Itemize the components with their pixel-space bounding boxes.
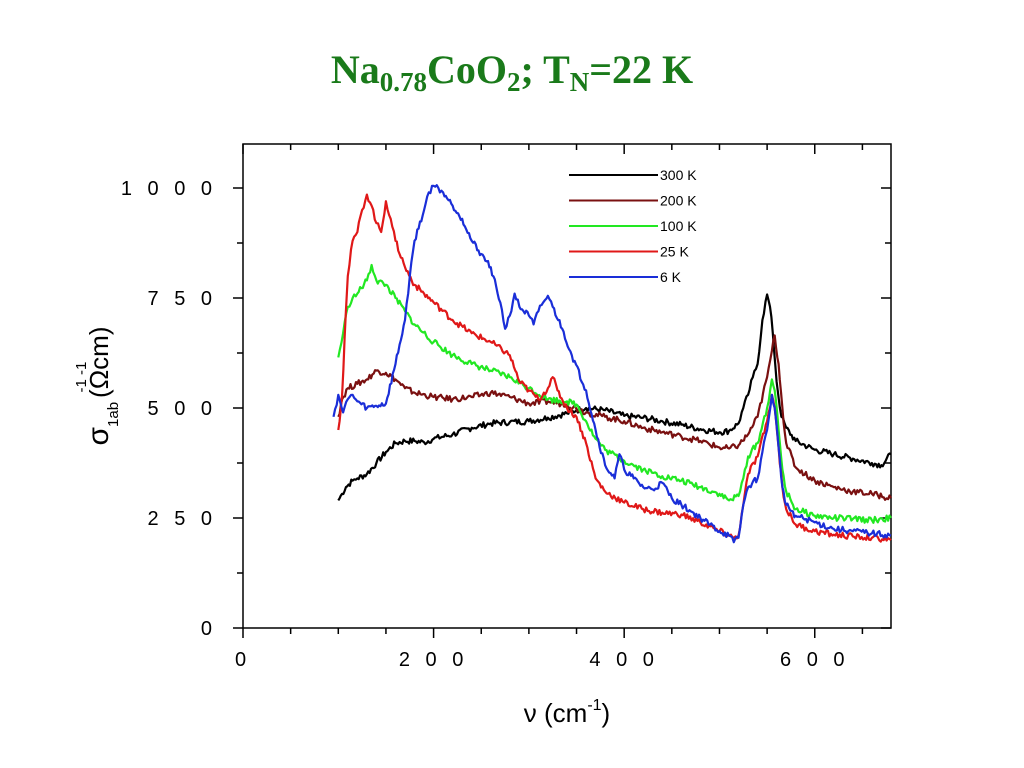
svg-text:σ1ab(Ωcm)-1 -1: σ1ab(Ωcm)-1 -1 xyxy=(73,327,122,446)
legend-label: 25 K xyxy=(660,244,689,260)
y-tick-label: 2 5 0 xyxy=(148,508,217,530)
y-tick-label: 1 0 0 0 xyxy=(121,178,217,200)
series-line-300-k xyxy=(337,293,892,501)
legend-label: 300 K xyxy=(660,167,697,183)
x-tick-label: 2 0 0 xyxy=(399,649,468,671)
y-tick-label: 7 5 0 xyxy=(148,288,217,310)
y-tick-label: 5 0 0 xyxy=(148,398,217,420)
y-axis-ticks: 0 2 5 0 5 0 0 7 5 0 1 0 0 0 xyxy=(121,178,891,640)
x-tick-label: 4 0 0 xyxy=(589,649,658,671)
legend-label: 200 K xyxy=(660,193,697,209)
series-line-25-k xyxy=(337,193,892,543)
series-line-200-k xyxy=(337,334,892,501)
y-tick-label: 0 xyxy=(201,618,217,640)
x-tick-label: 6 0 0 xyxy=(780,649,849,671)
series-line-6-k xyxy=(332,184,892,544)
x-axis-label: ν (cm-1) xyxy=(524,697,610,728)
legend-label: 6 K xyxy=(660,269,682,285)
y-axis-label: σ1ab(Ωcm)-1 -1 xyxy=(73,327,122,446)
legend-label: 100 K xyxy=(660,218,697,234)
series-line-100-k xyxy=(337,263,892,524)
legend: 300 K 200 K 100 K 25 K 6 K xyxy=(569,167,697,285)
x-axis-ticks: 0 2 0 0 4 0 0 6 0 0 xyxy=(235,144,864,671)
plot-frame xyxy=(242,143,892,629)
chart-title: Na0.78CoO2; TN=22 K xyxy=(330,47,694,97)
x-tick-label: 0 xyxy=(235,649,251,671)
series-lines xyxy=(332,184,892,544)
